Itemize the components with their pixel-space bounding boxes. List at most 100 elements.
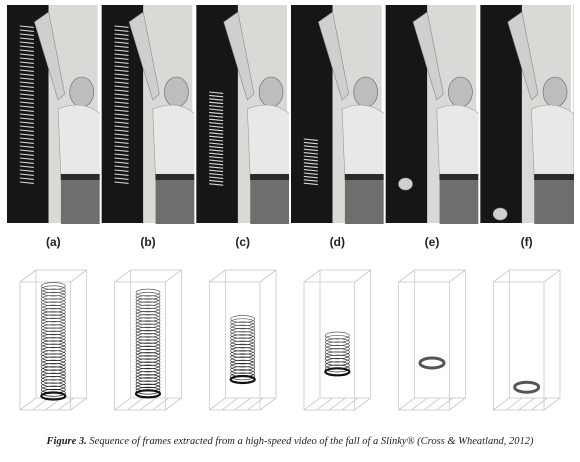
coil-ring — [209, 91, 224, 94]
coil-ring — [114, 73, 129, 76]
model-coil — [230, 315, 256, 323]
model-coil — [135, 370, 161, 379]
model-coil — [40, 366, 66, 374]
model-coil — [135, 298, 161, 306]
coil-ring — [114, 121, 129, 124]
raised-arm — [34, 11, 66, 101]
box-edge — [493, 269, 510, 283]
coil-ring — [114, 25, 129, 28]
model-coil — [135, 358, 161, 367]
box-edge — [70, 397, 87, 411]
coil-ring — [114, 141, 129, 144]
coil-ring — [114, 97, 129, 100]
grid-line — [423, 397, 441, 411]
coil-ring — [19, 61, 34, 64]
coil-ring — [114, 41, 129, 44]
coil-ring — [19, 161, 34, 164]
coil-ring — [209, 169, 224, 173]
model-coil — [135, 351, 161, 360]
model-coil — [40, 375, 66, 384]
coil-ring — [303, 169, 318, 172]
coil-ring — [19, 129, 34, 132]
model-coil — [40, 346, 66, 355]
coil-ring — [303, 165, 318, 169]
model-coil — [135, 295, 161, 303]
photo-slinky — [19, 25, 34, 184]
video-frame-strip — [6, 4, 574, 224]
box-edge — [543, 397, 561, 411]
model-coil — [324, 338, 350, 346]
photo-slinky — [114, 25, 129, 184]
collapsed-ring — [513, 380, 541, 394]
coil-ring — [209, 98, 224, 101]
grid-line — [247, 397, 264, 411]
shirt — [247, 104, 291, 180]
model-coil — [40, 327, 66, 336]
coil-ring — [114, 65, 129, 68]
coil-ring — [303, 182, 318, 186]
video-frame — [383, 4, 480, 224]
grid-line — [531, 397, 548, 411]
trousers — [60, 176, 101, 224]
coil-ring — [19, 145, 34, 148]
coil-ring — [303, 155, 318, 158]
model-coil — [40, 288, 66, 297]
coil-ring — [209, 156, 224, 159]
model-coil — [40, 337, 66, 345]
model-coil — [135, 307, 161, 316]
box-edge — [209, 269, 226, 283]
coil-ring — [19, 173, 34, 176]
grid-line — [316, 397, 333, 411]
model-coil — [324, 351, 350, 360]
shirt — [531, 104, 574, 180]
trousers — [155, 176, 196, 224]
coil-ring — [114, 37, 129, 40]
model-coil — [230, 372, 256, 381]
box-edge — [398, 397, 415, 411]
box-edge — [19, 269, 37, 283]
shirt — [57, 104, 101, 180]
panel-label: (d) — [330, 235, 345, 249]
box-front — [398, 281, 450, 411]
model-coil — [324, 341, 350, 350]
model-coil — [40, 356, 66, 365]
shirt — [152, 104, 196, 180]
coil-ring — [114, 93, 129, 96]
head — [69, 76, 95, 108]
coil-ring — [209, 135, 224, 139]
box-back — [130, 269, 182, 399]
slinky-model — [324, 331, 351, 377]
model-coil — [135, 367, 161, 376]
slinky-model — [513, 380, 541, 394]
model-coil — [324, 354, 350, 363]
coil-ring — [114, 89, 129, 92]
coil-ring — [114, 109, 129, 112]
coil-ring — [114, 101, 129, 104]
model-coil — [40, 330, 66, 339]
model-coil — [135, 355, 161, 363]
model-coil — [135, 339, 161, 348]
model-coil — [40, 333, 66, 342]
model-coil — [40, 359, 66, 368]
coil-ring — [209, 101, 224, 105]
coil-ring — [114, 113, 129, 116]
grid-line — [518, 397, 535, 411]
grid-line — [505, 397, 523, 411]
box-edge — [114, 269, 131, 283]
coil-ring — [19, 37, 34, 40]
model-coil — [135, 377, 161, 385]
coil-ring — [114, 153, 129, 156]
model-coil — [135, 301, 161, 310]
coil-ring — [303, 179, 318, 182]
photo-slinky — [492, 207, 508, 221]
coil-ring — [209, 145, 224, 149]
coil-ring — [114, 85, 129, 88]
grid-line — [411, 397, 428, 411]
coil-ring — [19, 69, 34, 72]
coil-ring — [209, 142, 224, 145]
panel-label: (e) — [425, 235, 440, 249]
panel-label: (f) — [521, 235, 533, 249]
model-coil — [230, 359, 256, 368]
model-coil — [135, 291, 161, 300]
model-coil — [230, 350, 256, 358]
